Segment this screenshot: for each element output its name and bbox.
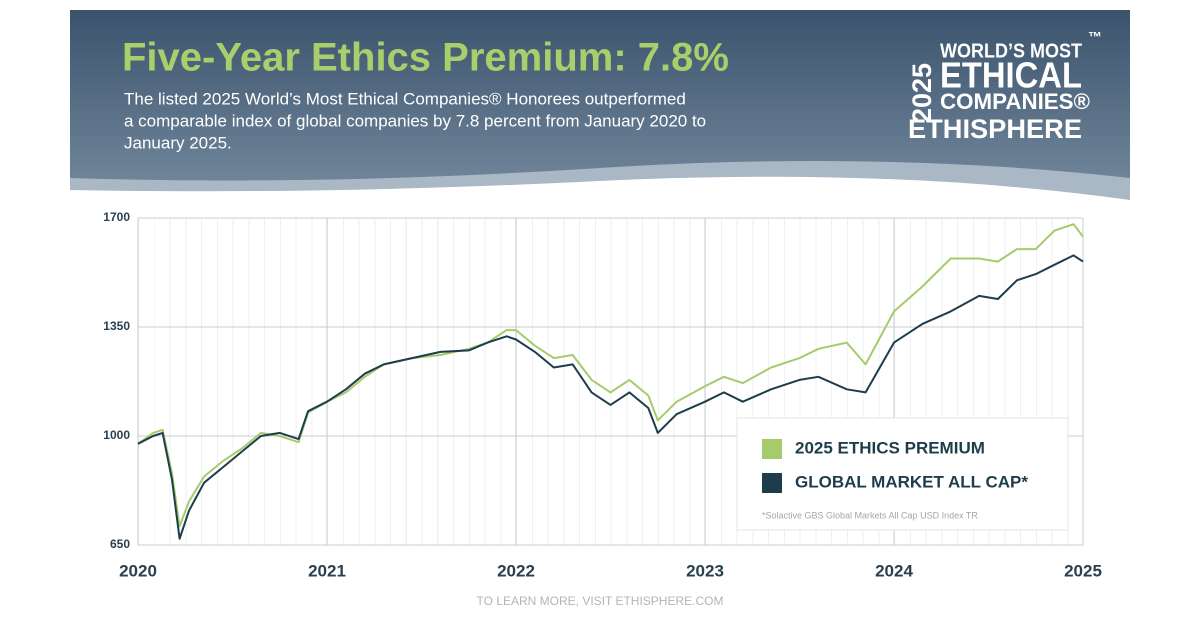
x-tick-label: 2024 bbox=[875, 561, 913, 580]
x-tick-label: 2022 bbox=[497, 561, 535, 580]
x-tick-label: 2021 bbox=[308, 561, 346, 580]
footer: TO LEARN MORE, VISIT ETHISPHERE.COM bbox=[477, 594, 724, 608]
footnote: *Solactive GBS Global Markets All Cap US… bbox=[762, 510, 978, 520]
logo-text: WORLD’S MOST bbox=[940, 40, 1082, 62]
logo-tm: ™ bbox=[1088, 29, 1102, 45]
banner bbox=[70, 10, 1130, 181]
legend-label: 2025 ETHICS PREMIUM bbox=[795, 438, 985, 457]
x-tick-label: 2023 bbox=[686, 561, 724, 580]
subtitle: The listed 2025 World’s Most Ethical Com… bbox=[124, 89, 686, 108]
legend-box bbox=[736, 417, 1069, 531]
subtitle: January 2025. bbox=[124, 133, 232, 152]
x-tick-label: 2020 bbox=[119, 561, 157, 580]
legend-swatch bbox=[762, 439, 782, 459]
y-tick-label: 650 bbox=[110, 537, 130, 551]
logo-text: COMPANIES® bbox=[940, 89, 1090, 114]
title: Five-Year Ethics Premium: 7.8% bbox=[122, 36, 729, 80]
x-tick-label: 2025 bbox=[1064, 561, 1102, 580]
y-tick-label: 1350 bbox=[103, 319, 130, 333]
subtitle: a comparable index of global companies b… bbox=[124, 111, 706, 130]
legend-label: GLOBAL MARKET ALL CAP* bbox=[795, 472, 1028, 491]
logo-brand: ETHISPHERE bbox=[908, 114, 1082, 144]
series-line bbox=[137, 254, 1084, 540]
y-tick-label: 1000 bbox=[103, 428, 130, 442]
series-line bbox=[137, 223, 1084, 528]
legend-swatch bbox=[762, 473, 782, 493]
logo-year: 2025 bbox=[907, 63, 937, 123]
logo-text: ETHICAL bbox=[940, 55, 1082, 96]
y-tick-label: 1700 bbox=[103, 210, 130, 224]
